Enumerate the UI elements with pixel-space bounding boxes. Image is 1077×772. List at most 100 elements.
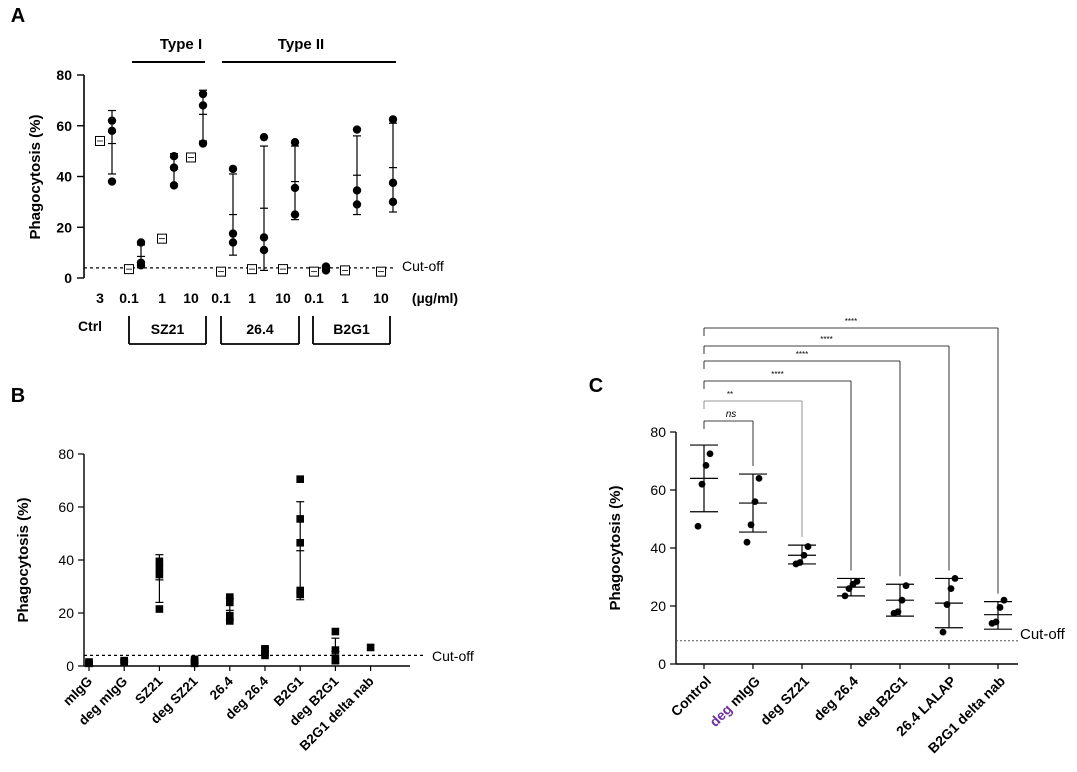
panel-a-antibody-point: [290, 183, 300, 193]
panel-c-point: [943, 601, 951, 608]
panel-b-point: [296, 475, 304, 483]
panel-c-x-tick-label: deg mIgG: [706, 673, 763, 730]
panel-b-point: [296, 538, 304, 547]
panel-a-group-label-26-4: 26.4: [246, 321, 273, 337]
panel-a-antibody-point: [352, 125, 362, 134]
panel-b-point: [226, 598, 234, 607]
panel-a-y-tick-label: 0: [64, 270, 72, 286]
panel-b-point: [296, 590, 304, 599]
panel-label-b: B: [11, 385, 25, 407]
panel-a-antibody-point: [198, 139, 208, 148]
panel-c-point: [841, 592, 849, 600]
panel-b-point: [226, 611, 234, 620]
panel-c-point: [902, 582, 910, 590]
panel-c-y-tick-label: 0: [658, 656, 666, 672]
panel-a-antibody-point: [136, 258, 146, 267]
panel-a-x-tick-label: 1: [158, 290, 166, 306]
panel-b-point: [85, 658, 93, 666]
panel-b-point: [155, 557, 164, 566]
panel-c-point: [800, 551, 808, 559]
panel-b-point: [155, 605, 164, 613]
panel-c-significance-label: ****: [820, 335, 832, 344]
panel-c-y-tick-label: 40: [650, 540, 666, 556]
panel-a-antibody-point: [198, 101, 208, 110]
panel-b-y-tick-label: 60: [58, 499, 74, 515]
panel-b-point: [331, 627, 340, 636]
panel-label-c: C: [589, 375, 603, 397]
panel-b-y-tick-label: 20: [58, 605, 74, 621]
panel-c-point: [743, 538, 751, 546]
panel-b-point: [120, 656, 128, 665]
panel-a-antibody-point: [136, 238, 146, 247]
panel-c-point: [796, 559, 804, 566]
panel-b-cutoff-label: Cut-off: [432, 648, 474, 664]
panel-b-point: [296, 586, 304, 595]
panel-c-point: [853, 577, 861, 585]
panel-a-y-tick-label: 60: [56, 118, 72, 134]
panel-a-group-label-b2g1: B2G1: [333, 321, 370, 337]
panel-a-x-tick-label: 0.1: [211, 290, 231, 306]
panel-c-point: [894, 608, 902, 616]
panel-c-significance-label: **: [727, 390, 733, 399]
panel-label-a: A: [11, 5, 25, 27]
panel-a-antibody-point: [169, 181, 179, 190]
panel-a-unit-label: (µg/ml): [412, 290, 458, 306]
panel-a-x-tick-label: 1: [341, 290, 349, 306]
panel-a-x-tick-label: 1: [248, 290, 256, 306]
panel-c-point: [996, 604, 1004, 611]
panel-a-y-tick-label: 80: [56, 67, 72, 83]
panel-c-point: [747, 521, 755, 529]
panel-c-y-tick-label: 80: [650, 424, 666, 440]
panel-b-point: [331, 654, 340, 662]
panel-c-x-tick-label: Control: [668, 673, 715, 720]
panel-a-antibody-point: [228, 164, 238, 174]
panel-c-point: [694, 522, 702, 530]
panel-a-x-tick-label: 10: [183, 290, 199, 306]
panel-a-antibody-point: [352, 200, 362, 209]
panel-a-type-1-label: Type I: [160, 36, 202, 53]
panel-b-y-tick-label: 80: [58, 446, 74, 462]
panel-c-point: [804, 543, 812, 550]
panel-b-point: [226, 617, 234, 625]
panel-a-antibody-point: [259, 233, 269, 242]
panel-a-antibody-point: [228, 229, 238, 238]
panel-b-point: [261, 644, 269, 653]
panel-c-y-tick-label: 60: [650, 482, 666, 498]
panel-c-y-axis-label: Phagocytosis (%): [607, 485, 624, 610]
panel-b-x-tick-label: 26.4: [207, 673, 237, 703]
panel-a-antibody-point: [259, 132, 269, 142]
panel-b-point: [155, 564, 164, 572]
panel-c-cutoff-label: Cut-off: [1020, 626, 1066, 643]
panel-b-point: [296, 515, 304, 523]
panel-b-point: [261, 651, 269, 660]
panel-c-point: [751, 498, 759, 505]
panel-c-point: [755, 475, 763, 482]
panel-c-point: [939, 628, 947, 636]
panel-c-significance-label: ns: [726, 409, 737, 420]
panel-c-point: [898, 596, 906, 604]
panel-c-point: [992, 618, 1000, 626]
panel-c-point: [1000, 596, 1008, 604]
panel-c-x-tick-label-rest: mIgG: [724, 673, 763, 712]
panel-b-point: [155, 570, 164, 579]
panel-b-point: [331, 646, 340, 654]
panel-c-y-tick-label: 20: [650, 598, 666, 614]
panel-c-point: [845, 585, 853, 592]
panel-b-point: [190, 655, 199, 664]
panel-a-antibody-point: [290, 210, 300, 219]
panel-c-significance-label: ****: [796, 350, 808, 359]
panel-c-point: [698, 480, 706, 488]
panel-c-point: [702, 461, 710, 469]
panel-a-y-tick-label: 40: [56, 169, 72, 185]
panel-a-antibody-point: [321, 262, 331, 271]
panel-a-antibody-point: [388, 178, 398, 188]
panel-c-point: [947, 585, 955, 592]
panel-a-antibody-point: [107, 116, 117, 125]
panel-a-x-tick-label: 0.1: [304, 290, 324, 306]
panel-a-group-label-ctrl: Ctrl: [78, 318, 102, 334]
panel-a-y-axis-label: Phagocytosis (%): [27, 114, 44, 239]
panel-b-y-tick-label: 40: [58, 552, 74, 568]
panel-b-point: [226, 593, 234, 601]
panel-a-cutoff-label: Cut-off: [402, 258, 444, 274]
